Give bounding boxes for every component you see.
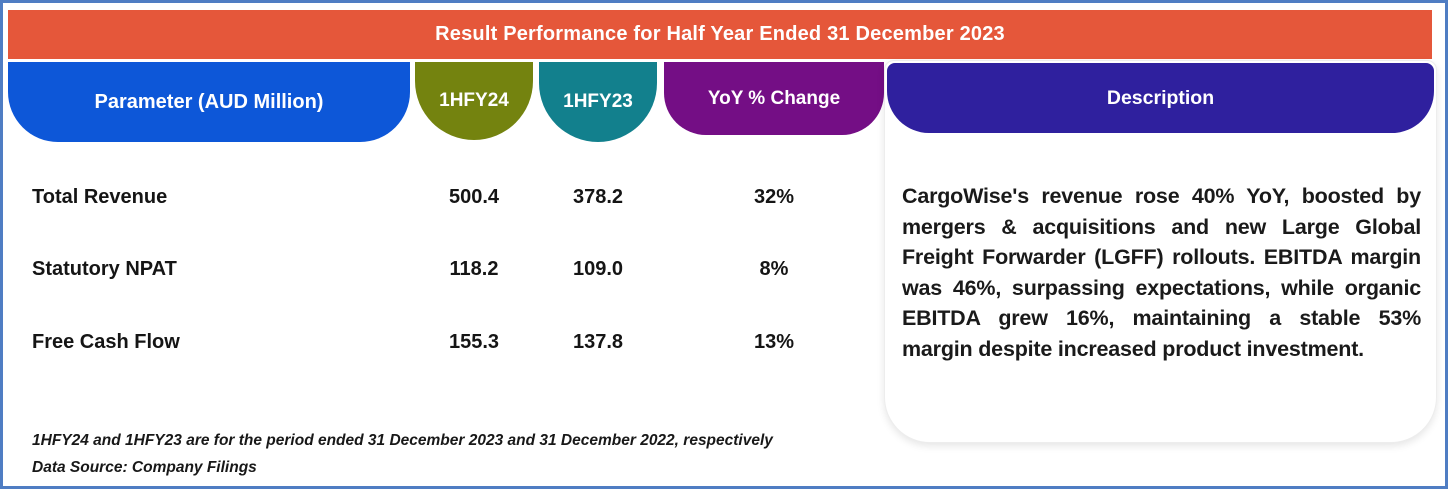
description-text: CargoWise's revenue rose 40% YoY, booste…: [902, 184, 1421, 361]
footnote-data-source: Data Source: Company Filings: [32, 459, 257, 476]
row-parameter: Total Revenue: [32, 186, 168, 208]
row-value-1hfy23: 137.8: [572, 331, 624, 353]
row-value-1hfy24: 155.3: [448, 331, 500, 353]
column-header-parameter: Parameter (AUD Million): [8, 62, 410, 142]
column-header-label: Parameter (AUD Million): [94, 90, 324, 113]
row-value-yoy: 32%: [753, 186, 795, 208]
table-row: Free Cash Flow 155.3 137.8 13%: [32, 331, 888, 361]
table-row: Total Revenue 500.4 378.2 32%: [32, 186, 888, 216]
row-parameter: Free Cash Flow: [32, 331, 180, 353]
column-header-yoy-change: YoY % Change: [664, 62, 884, 135]
column-header-label: 1HFY24: [439, 90, 509, 111]
description-card: Description CargoWise's revenue rose 40%…: [884, 60, 1437, 443]
row-parameter: Statutory NPAT: [32, 258, 177, 280]
row-value-1hfy24: 118.2: [449, 258, 499, 280]
row-value-1hfy23: 109.0: [572, 258, 624, 280]
row-value-1hfy23: 378.2: [572, 186, 624, 208]
column-header-label: YoY % Change: [707, 87, 841, 109]
row-value-yoy: 13%: [753, 331, 795, 353]
column-header-1hfy24: 1HFY24: [415, 62, 533, 140]
column-header-description: Description: [887, 63, 1434, 133]
column-header-label: 1HFY23: [563, 91, 633, 112]
page-title: Result Performance for Half Year Ended 3…: [435, 23, 1005, 45]
table-row: Statutory NPAT 118.2 109.0 8%: [32, 258, 888, 288]
column-header-label: Description: [1106, 86, 1215, 109]
row-value-1hfy24: 500.4: [448, 186, 500, 208]
row-value-yoy: 8%: [759, 258, 789, 280]
footnote-period-definition: 1HFY24 and 1HFY23 are for the period end…: [32, 432, 773, 449]
column-header-1hfy23: 1HFY23: [539, 62, 657, 142]
title-banner: Result Performance for Half Year Ended 3…: [8, 10, 1432, 59]
